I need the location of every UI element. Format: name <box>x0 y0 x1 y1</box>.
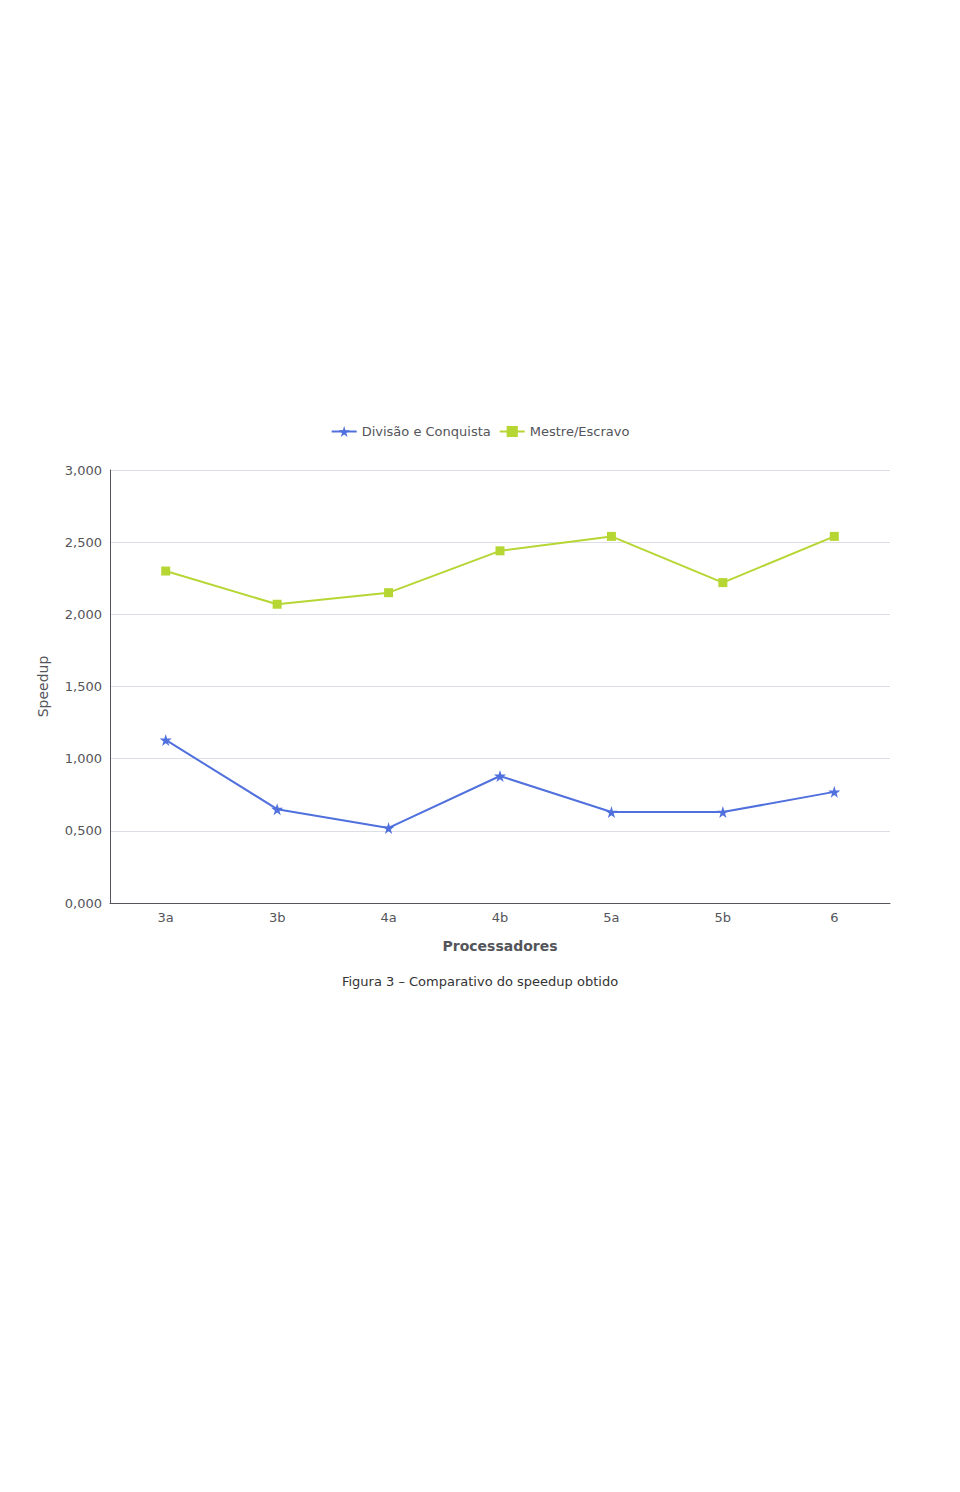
svg-text:Mestre/Escravo: Mestre/Escravo <box>530 424 630 439</box>
svg-text:0,000: 0,000 <box>65 896 102 911</box>
svg-text:6: 6 <box>830 910 838 925</box>
svg-text:4a: 4a <box>380 910 396 925</box>
svg-text:5a: 5a <box>603 910 619 925</box>
svg-text:Speedup: Speedup <box>35 656 51 718</box>
svg-text:3,000: 3,000 <box>65 463 102 478</box>
svg-text:2,000: 2,000 <box>65 607 102 622</box>
svg-text:5b: 5b <box>715 910 732 925</box>
svg-text:3b: 3b <box>269 910 286 925</box>
svg-text:4b: 4b <box>492 910 509 925</box>
svg-text:0,500: 0,500 <box>65 823 102 838</box>
svg-text:Figura 3 – Comparativo do spee: Figura 3 – Comparativo do speedup obtido <box>342 974 618 989</box>
svg-text:1,000: 1,000 <box>65 751 102 766</box>
svg-text:1,500: 1,500 <box>65 679 102 694</box>
svg-text:Processadores: Processadores <box>442 938 557 954</box>
svg-text:3a: 3a <box>158 910 174 925</box>
svg-text:Divisão e Conquista: Divisão e Conquista <box>362 424 491 439</box>
svg-text:2,500: 2,500 <box>65 535 102 550</box>
